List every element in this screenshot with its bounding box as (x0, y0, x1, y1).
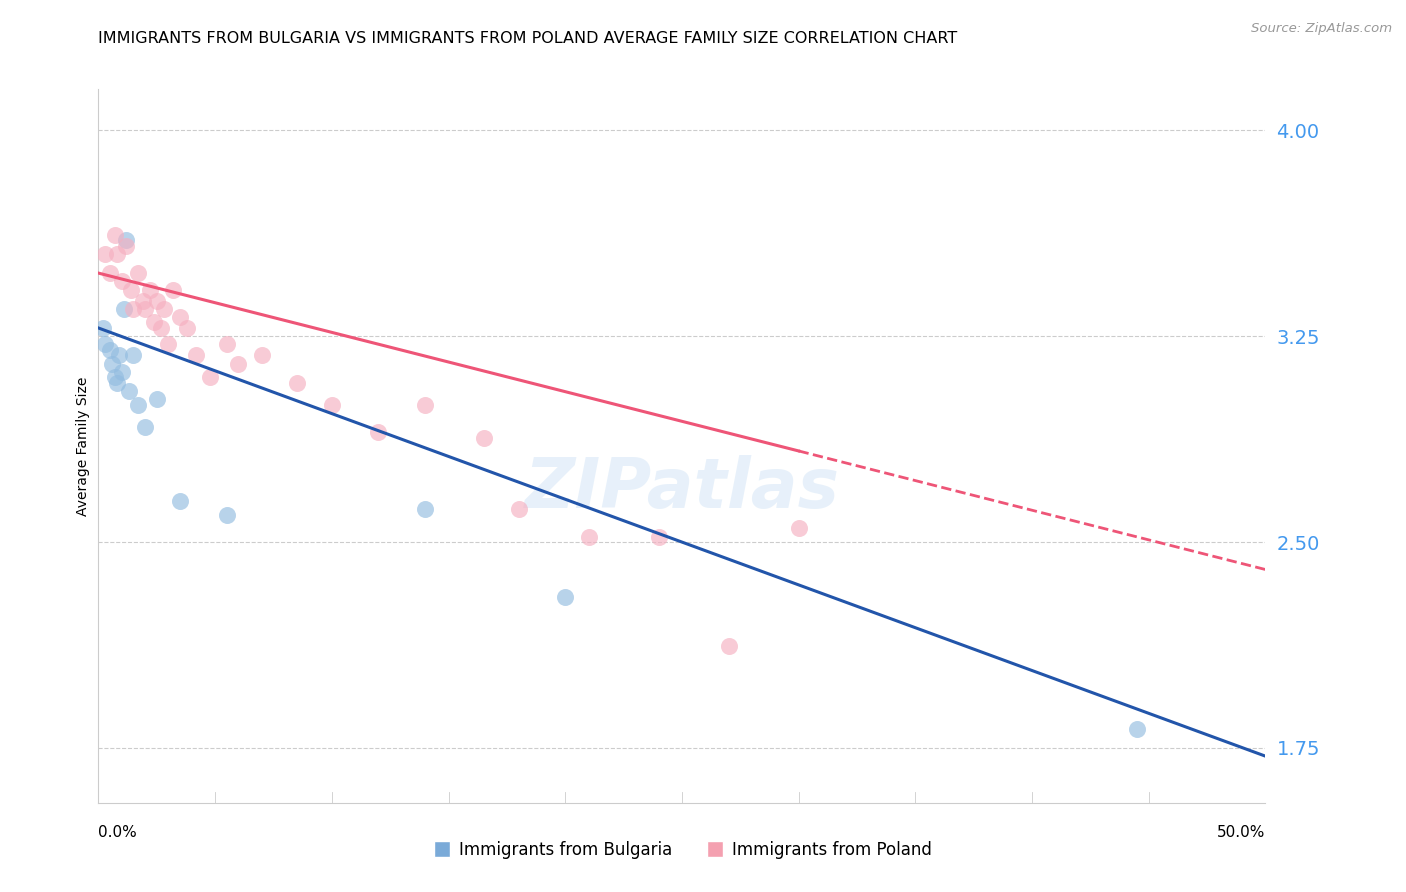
Point (228, 357, 250, 371)
Point (115, 233, 138, 247)
Point (157, 337, 180, 351)
Point (578, 530, 600, 544)
Point (120, 283, 142, 297)
Point (134, 419, 156, 434)
Point (215, 337, 238, 351)
Point (112, 301, 135, 316)
Point (200, 370, 222, 384)
Point (367, 425, 389, 440)
Point (122, 348, 145, 362)
Point (321, 398, 343, 412)
Point (250, 348, 273, 362)
Point (554, 590, 576, 604)
Point (647, 530, 669, 544)
Point (215, 508, 238, 522)
Point (101, 357, 124, 371)
Point (122, 301, 145, 316)
Point (104, 227, 127, 242)
Point (105, 376, 128, 390)
Text: IMMIGRANTS FROM BULGARIA VS IMMIGRANTS FROM POLAND AVERAGE FAMILY SIZE CORRELATI: IMMIGRANTS FROM BULGARIA VS IMMIGRANTS F… (98, 31, 957, 46)
Point (169, 310, 191, 324)
Point (146, 392, 169, 407)
Point (127, 398, 149, 412)
Point (186, 348, 208, 362)
Point (139, 283, 162, 297)
Point (1126, 722, 1149, 736)
Point (413, 502, 436, 516)
Point (108, 348, 131, 362)
Point (105, 247, 128, 261)
Point (94, 337, 117, 351)
Point (104, 370, 127, 384)
Text: Source: ZipAtlas.com: Source: ZipAtlas.com (1251, 22, 1392, 36)
Point (413, 398, 436, 412)
Point (162, 283, 184, 297)
Point (150, 321, 173, 335)
Text: ZIPatlas: ZIPatlas (524, 455, 839, 523)
Point (146, 293, 169, 308)
Point (132, 293, 155, 308)
Point (91, 321, 114, 335)
Point (787, 521, 810, 535)
Point (152, 301, 174, 316)
Point (115, 238, 138, 252)
Point (176, 321, 198, 335)
Point (169, 494, 191, 508)
Point (94, 247, 117, 261)
Text: 0.0%: 0.0% (98, 825, 138, 840)
Point (127, 266, 149, 280)
Point (134, 301, 156, 316)
Point (118, 384, 141, 398)
Legend: Immigrants from Bulgaria, Immigrants from Poland: Immigrants from Bulgaria, Immigrants fro… (426, 835, 938, 866)
Point (508, 502, 530, 516)
Point (111, 274, 134, 288)
Point (143, 316, 166, 330)
Point (111, 365, 134, 379)
Point (98, 343, 121, 357)
Point (98, 266, 121, 280)
Point (285, 376, 308, 390)
Point (717, 640, 740, 654)
Text: 50.0%: 50.0% (1218, 825, 1265, 840)
Point (472, 431, 495, 445)
Y-axis label: Average Family Size: Average Family Size (76, 376, 90, 516)
